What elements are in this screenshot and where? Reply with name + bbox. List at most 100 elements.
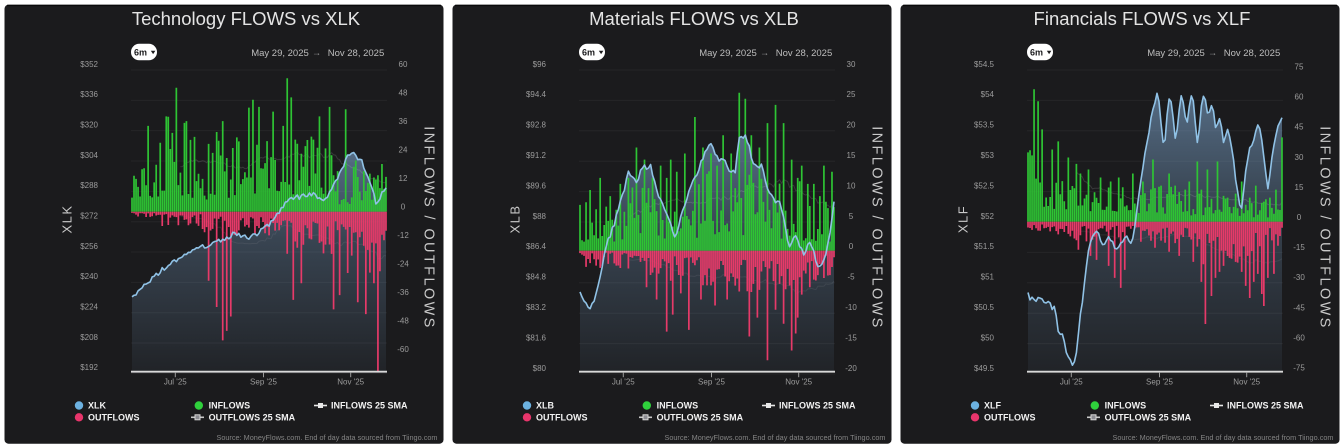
svg-text:OUTFLOWS: OUTFLOWS	[88, 413, 140, 423]
svg-text:May 29, 2025: May 29, 2025	[699, 48, 757, 59]
svg-text:-75: -75	[1293, 364, 1305, 373]
svg-text:$224: $224	[80, 303, 98, 312]
svg-text:OUTFLOWS 25 SMA: OUTFLOWS 25 SMA	[657, 413, 744, 423]
svg-text:48: 48	[399, 88, 408, 97]
svg-text:20: 20	[847, 121, 856, 130]
svg-text:$50.5: $50.5	[974, 303, 995, 312]
svg-text:INFLOWS 25 SMA: INFLOWS 25 SMA	[779, 401, 856, 411]
svg-text:$54: $54	[981, 90, 995, 99]
svg-text:-45: -45	[1293, 303, 1305, 312]
svg-text:Nov '25: Nov '25	[785, 378, 812, 387]
svg-text:XLK: XLK	[60, 204, 75, 233]
svg-text:60: 60	[399, 60, 408, 69]
svg-text:12: 12	[399, 174, 408, 183]
svg-text:$272: $272	[80, 212, 98, 221]
svg-text:$81.6: $81.6	[526, 333, 547, 342]
svg-text:Source: MoneyFlows.com. End of: Source: MoneyFlows.com. End of day data …	[1112, 433, 1333, 442]
svg-text:6m: 6m	[1030, 48, 1043, 58]
svg-text:$192: $192	[80, 363, 98, 372]
svg-text:INFLOWS: INFLOWS	[1105, 401, 1147, 411]
svg-text:Financials FLOWS vs XLF: Financials FLOWS vs XLF	[1034, 8, 1251, 29]
svg-text:OUTFLOWS 25 SMA: OUTFLOWS 25 SMA	[1105, 413, 1192, 423]
svg-text:$320: $320	[80, 121, 98, 130]
svg-text:25: 25	[847, 90, 856, 99]
svg-text:Technology FLOWS vs XLK: Technology FLOWS vs XLK	[132, 8, 361, 29]
svg-text:May 29, 2025: May 29, 2025	[1147, 48, 1205, 59]
svg-text:$51.5: $51.5	[974, 242, 995, 251]
svg-text:May 29, 2025: May 29, 2025	[251, 48, 309, 59]
svg-text:XLB: XLB	[508, 204, 523, 233]
svg-text:$336: $336	[80, 90, 98, 99]
svg-text:-60: -60	[1293, 333, 1305, 342]
svg-text:15: 15	[1295, 183, 1304, 192]
svg-text:→: →	[312, 48, 321, 58]
svg-text:→: →	[760, 48, 769, 58]
svg-text:-20: -20	[845, 364, 857, 373]
svg-text:$96: $96	[533, 60, 547, 69]
svg-text:XLF: XLF	[984, 401, 1002, 411]
svg-text:Sep '25: Sep '25	[698, 378, 725, 387]
svg-text:-24: -24	[397, 259, 409, 268]
svg-text:60: 60	[1295, 93, 1304, 102]
svg-text:6m: 6m	[582, 48, 595, 58]
svg-text:→: →	[1208, 48, 1217, 58]
svg-text:Jul '25: Jul '25	[1060, 378, 1083, 387]
svg-text:XLF: XLF	[956, 205, 971, 233]
svg-text:Materials FLOWS vs XLB: Materials FLOWS vs XLB	[589, 8, 799, 29]
svg-text:0: 0	[849, 242, 854, 251]
svg-text:Jul '25: Jul '25	[612, 378, 635, 387]
svg-text:INFLOWS: INFLOWS	[657, 401, 699, 411]
svg-text:OUTFLOWS: OUTFLOWS	[536, 413, 588, 423]
svg-text:30: 30	[847, 60, 856, 69]
svg-text:Sep '25: Sep '25	[1146, 378, 1173, 387]
svg-text:Nov '25: Nov '25	[1233, 378, 1260, 387]
svg-text:30: 30	[1295, 153, 1304, 162]
svg-text:OUTFLOWS: OUTFLOWS	[984, 413, 1036, 423]
svg-text:INFLOWS / OUTFLOWS: INFLOWS / OUTFLOWS	[1317, 126, 1333, 330]
svg-text:-5: -5	[847, 273, 855, 282]
svg-text:$208: $208	[80, 333, 98, 342]
svg-text:INFLOWS 25 SMA: INFLOWS 25 SMA	[331, 401, 408, 411]
svg-text:5: 5	[849, 212, 854, 221]
svg-text:-15: -15	[1293, 243, 1305, 252]
svg-text:$84.8: $84.8	[526, 273, 547, 282]
svg-text:$52: $52	[981, 212, 995, 221]
svg-text:6m: 6m	[134, 48, 147, 58]
svg-text:Nov 28, 2025: Nov 28, 2025	[328, 48, 385, 59]
svg-text:Nov '25: Nov '25	[337, 378, 364, 387]
svg-text:$94.4: $94.4	[526, 90, 547, 99]
svg-text:$256: $256	[80, 242, 98, 251]
svg-text:$52.5: $52.5	[974, 181, 995, 190]
svg-text:INFLOWS / OUTFLOWS: INFLOWS / OUTFLOWS	[421, 126, 437, 330]
svg-text:10: 10	[847, 181, 856, 190]
svg-text:45: 45	[1295, 123, 1304, 132]
svg-text:Nov 28, 2025: Nov 28, 2025	[776, 48, 833, 59]
svg-text:$83.2: $83.2	[526, 303, 547, 312]
svg-text:Sep '25: Sep '25	[250, 378, 277, 387]
svg-text:Jul '25: Jul '25	[164, 378, 187, 387]
svg-text:Nov 28, 2025: Nov 28, 2025	[1224, 48, 1281, 59]
svg-text:$88: $88	[533, 212, 547, 221]
svg-text:$89.6: $89.6	[526, 181, 547, 190]
svg-text:Source: MoneyFlows.com. End of: Source: MoneyFlows.com. End of day data …	[216, 433, 437, 442]
svg-text:0: 0	[1297, 213, 1302, 222]
svg-text:$288: $288	[80, 181, 98, 190]
svg-text:$91.2: $91.2	[526, 151, 547, 160]
svg-text:-30: -30	[1293, 273, 1305, 282]
svg-text:INFLOWS 25 SMA: INFLOWS 25 SMA	[1227, 401, 1304, 411]
svg-text:$86.4: $86.4	[526, 242, 547, 251]
svg-text:$53.5: $53.5	[974, 121, 995, 130]
svg-text:$304: $304	[80, 151, 98, 160]
svg-text:-36: -36	[397, 288, 409, 297]
svg-text:15: 15	[847, 151, 856, 160]
svg-text:-48: -48	[397, 316, 409, 325]
svg-text:OUTFLOWS 25 SMA: OUTFLOWS 25 SMA	[209, 413, 296, 423]
svg-text:$53: $53	[981, 151, 995, 160]
svg-text:75: 75	[1295, 63, 1304, 72]
svg-text:-60: -60	[397, 345, 409, 354]
svg-text:XLB: XLB	[536, 401, 555, 411]
svg-text:$92.8: $92.8	[526, 121, 547, 130]
svg-text:INFLOWS: INFLOWS	[209, 401, 251, 411]
svg-text:0: 0	[401, 202, 406, 211]
svg-text:36: 36	[399, 117, 408, 126]
